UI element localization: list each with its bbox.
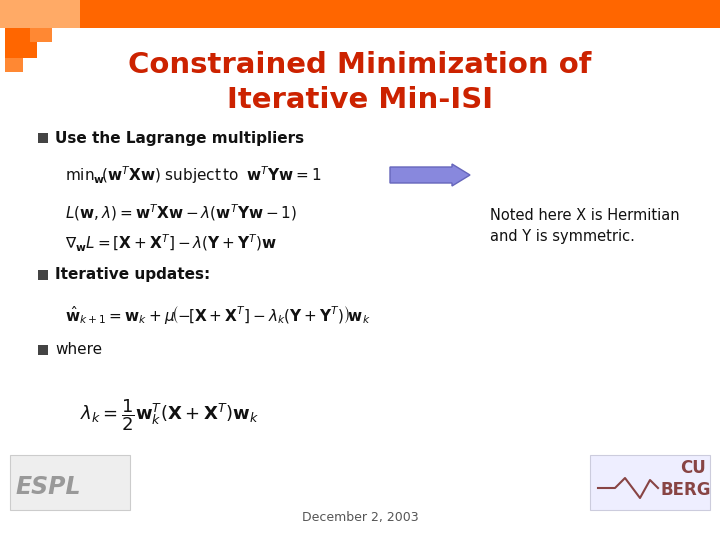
Text: $\nabla_\mathbf{w}L = \left[\mathbf{X}+\mathbf{X}^T\right] - \lambda(\mathbf{Y}+: $\nabla_\mathbf{w}L = \left[\mathbf{X}+\… [65, 232, 277, 254]
Bar [10, 455, 130, 510]
Text: Noted here X is Hermitian: Noted here X is Hermitian [490, 207, 680, 222]
Text: Iterative Min-ISI: Iterative Min-ISI [227, 86, 493, 114]
Text: where: where [55, 342, 102, 357]
Text: $L(\mathbf{w},\lambda) = \mathbf{w}^T\mathbf{X}\mathbf{w} - \lambda(\mathbf{w}^T: $L(\mathbf{w},\lambda) = \mathbf{w}^T\ma… [65, 202, 297, 224]
Bar [38, 345, 48, 355]
Text: $\hat{\mathbf{w}}_{k+1} = \mathbf{w}_k + \mu\!\left(-\!\left[\mathbf{X}+\mathbf{: $\hat{\mathbf{w}}_{k+1} = \mathbf{w}_k +… [65, 304, 371, 326]
Text: Iterative updates:: Iterative updates: [55, 267, 210, 282]
Text: Use the Lagrange multipliers: Use the Lagrange multipliers [55, 131, 304, 145]
Text: and Y is symmetric.: and Y is symmetric. [490, 230, 635, 245]
Text: BERG: BERG [660, 481, 711, 499]
Bar [30, 28, 52, 42]
Text: CU: CU [680, 459, 706, 477]
Text: $\lambda_k = \dfrac{1}{2}\mathbf{w}_k^T(\mathbf{X}+\mathbf{X}^T)\mathbf{w}_k$: $\lambda_k = \dfrac{1}{2}\mathbf{w}_k^T(… [80, 397, 259, 433]
Bar [38, 270, 48, 280]
Text: December 2, 2003: December 2, 2003 [302, 511, 418, 524]
FancyArrow shape [390, 164, 470, 186]
Bar [38, 133, 48, 143]
Bar [590, 455, 710, 510]
Text: ESPL: ESPL [15, 475, 81, 499]
Text: Constrained Minimization of: Constrained Minimization of [128, 51, 592, 79]
Bar [5, 28, 37, 58]
Bar [5, 58, 23, 72]
Text: $\mathrm{min}_{\mathbf{w}}\!\left(\mathbf{w}^T\mathbf{X}\mathbf{w}\right)$$\;\ma: $\mathrm{min}_{\mathbf{w}}\!\left(\mathb… [65, 164, 321, 186]
Bar [0, 0, 80, 28]
Bar [55, 0, 720, 28]
